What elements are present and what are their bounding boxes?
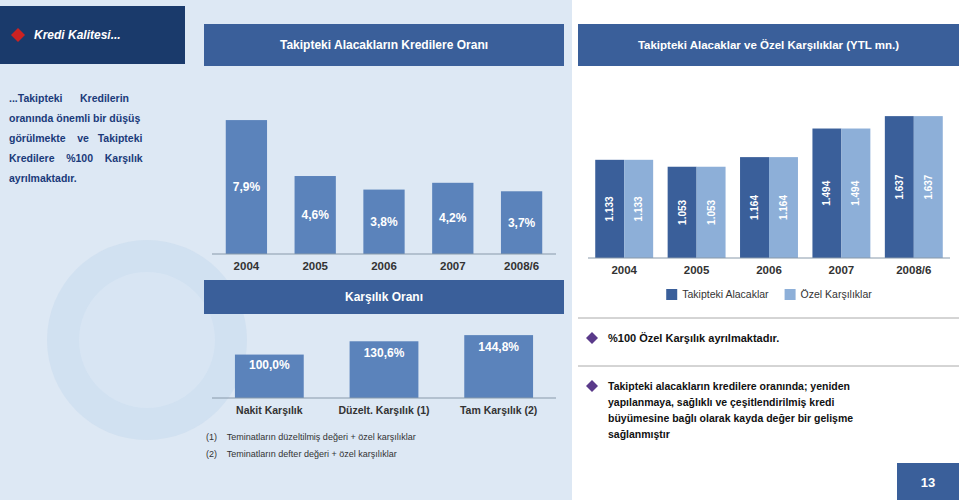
data-label: 1.164 [749, 195, 760, 220]
left-body-text: görülmekte ve Takipteki [9, 132, 143, 144]
data-label: 1.133 [633, 196, 644, 221]
page-number-box [897, 463, 959, 500]
bar [226, 120, 267, 254]
header-box [0, 6, 185, 64]
data-label: 1.133 [604, 196, 615, 221]
bar [295, 176, 336, 254]
data-label: 1.053 [677, 199, 688, 224]
x-tick-label: 2007 [829, 264, 855, 276]
data-label: 1.637 [894, 174, 905, 199]
left-body-text: ayrılmaktadır. [9, 172, 77, 184]
bullet-text: Takipteki alacakların kredilere oranında… [608, 380, 853, 440]
bar [740, 157, 769, 258]
data-label: 100,0% [249, 358, 290, 372]
bullet-line: büyümesine bağlı olarak kayda değer bir … [608, 412, 853, 424]
x-tick-label: Düzelt. Karşılık (1) [338, 404, 429, 416]
baseline [212, 398, 556, 399]
x-tick-label: Nakit Karşılık [236, 404, 303, 416]
bar [668, 167, 697, 258]
data-label: 4,2% [439, 211, 467, 225]
page-number: 13 [921, 475, 935, 490]
x-tick-label: 2007 [440, 260, 466, 272]
x-tick-label: 2008/6 [504, 260, 539, 272]
data-label: 3,8% [370, 215, 398, 229]
baseline [588, 258, 950, 259]
footnote: (2) Teminatların defter değeri + özel ka… [206, 449, 397, 459]
bar [350, 341, 419, 398]
chart-title: Takipteki Alacaklar ve Özel Karşılıklar … [638, 39, 899, 51]
x-tick-label: 2005 [684, 264, 710, 276]
x-tick-label: 2008/6 [896, 264, 931, 276]
labels: 1.133 1.133 1.053 1.053 1.164 1.164 1.494 1.494… [604, 174, 934, 225]
chart-title: Takipteki Alacakların Kredilere Oranı [280, 38, 488, 52]
separator [578, 318, 959, 319]
left-body-text: ...Takipteki Kredilerin [9, 92, 129, 104]
plot-area [595, 116, 943, 258]
bar [595, 160, 624, 258]
bar [363, 190, 404, 254]
data-label: 1.637 [923, 174, 934, 199]
x-tick-label: 2006 [371, 260, 397, 272]
baseline [212, 254, 556, 255]
title-bar [204, 24, 564, 66]
bullet-diamond [586, 380, 598, 392]
bar [624, 160, 653, 258]
x-tick-label: 2006 [756, 264, 782, 276]
x-tick-label: 2004 [611, 264, 637, 276]
legend-swatch [785, 289, 796, 300]
data-label: 130,6% [364, 346, 405, 360]
plot-area [226, 120, 542, 254]
data-label: 4,6% [302, 208, 330, 222]
left-body-text: oranında önemli bir düşüş [9, 112, 140, 124]
legend-label: Özel Karşılıklar [801, 288, 873, 300]
x-tick-label: 2005 [302, 260, 328, 272]
data-label: 1.053 [706, 199, 717, 224]
bar [769, 157, 798, 258]
labels: 7,9% 4,6% 3,8% 4,2% 3,7% [233, 180, 536, 230]
logo-diamond [11, 28, 25, 42]
bar [841, 129, 870, 258]
bullet-line: sağlanmıştır [608, 428, 670, 440]
legend-label: Takipteki Alacaklar [682, 288, 769, 300]
bar [885, 116, 914, 258]
data-label: 7,9% [233, 180, 261, 194]
left-title: Kredi Kalitesi... [34, 28, 121, 42]
labels: 100,0% 130,6% 144,8% [249, 340, 519, 371]
bullet-diamond [586, 332, 598, 344]
chart-title: Karşılık Oranı [345, 290, 423, 304]
bar [812, 129, 841, 258]
bar [697, 167, 726, 258]
left-middle-background [0, 0, 572, 500]
decor-circle [47, 240, 247, 440]
bullet-text: %100 Özel Karşılık ayrılmaktadır. [608, 332, 779, 344]
bullet-line: yapılanmaya, sağlıklı ve çeşitlendirilmi… [608, 396, 835, 408]
title-bar [578, 24, 959, 66]
separator [578, 366, 959, 367]
data-label: 3,7% [508, 216, 536, 230]
left-body-text: Kredilere %100 Karşılık [9, 152, 143, 164]
legend-swatch [666, 289, 677, 300]
footnote: (1) Teminatların düzeltilmiş değeri + öz… [206, 432, 416, 442]
legend: Takipteki Alacaklar Özel Karşılıklar [666, 288, 872, 300]
bar [501, 191, 542, 254]
data-label: 1.494 [850, 180, 861, 205]
x-tick-label: Tam Karşılık (2) [460, 404, 537, 416]
x-tick-label: 2004 [234, 260, 260, 272]
bar [914, 116, 943, 258]
right-background [572, 0, 959, 500]
data-label: 1.164 [778, 195, 789, 220]
bullet-line: Takipteki alacakların kredilere oranında… [608, 380, 850, 392]
bar [432, 183, 473, 254]
page: Kredi Kalitesi... ...Takipteki Kredilerin… [0, 0, 959, 500]
data-label: 144,8% [478, 340, 519, 354]
data-label: 1.494 [821, 180, 832, 205]
bar [235, 355, 304, 398]
decor-circle [79, 272, 215, 408]
title-bar [204, 280, 564, 314]
bar [464, 335, 533, 398]
plot-area [235, 335, 533, 398]
